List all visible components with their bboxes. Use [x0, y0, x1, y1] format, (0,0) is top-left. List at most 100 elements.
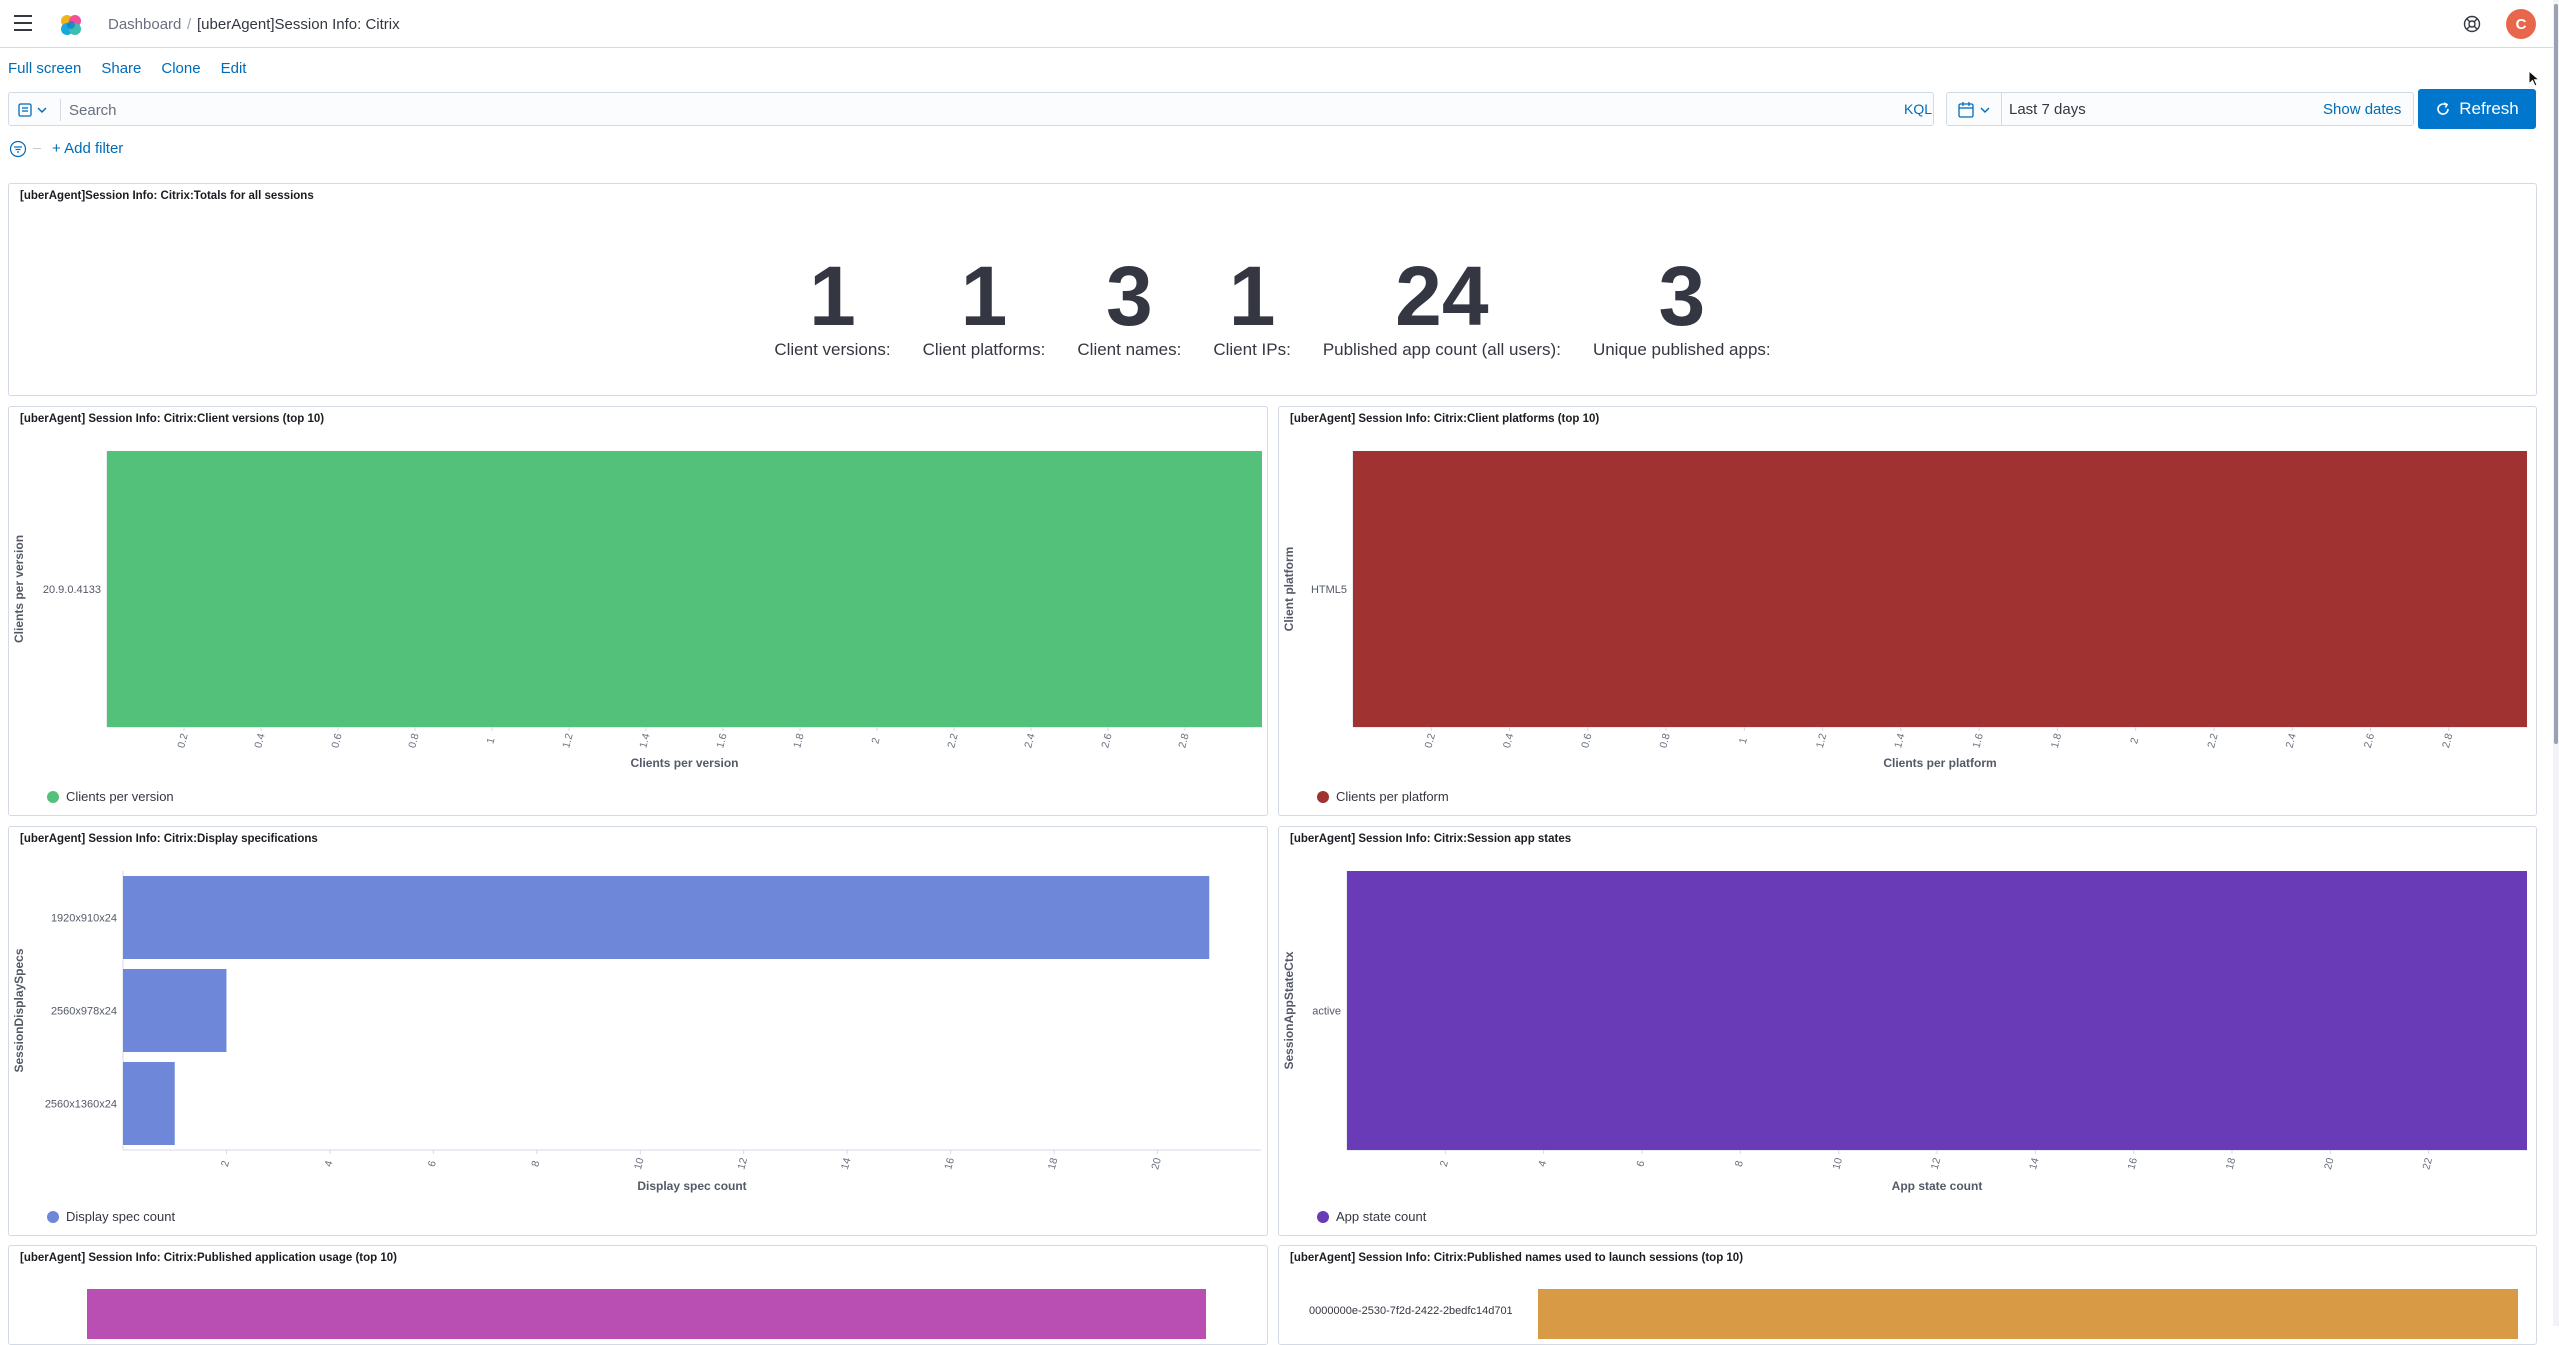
panel-app-states: [uberAgent] Session Info: Citrix:Session…: [1278, 826, 2537, 1236]
legend-color-dot: [1317, 1210, 1329, 1223]
top-header: Dashboard / [uberAgent]Session Info: Cit…: [0, 0, 2559, 48]
tick-label: 2.2: [945, 732, 960, 749]
y-axis-title: Client platform: [1282, 547, 1296, 632]
page-scrollbar-thumb[interactable]: [2554, 4, 2558, 744]
x-axis-title: Display spec count: [637, 1179, 746, 1193]
legend-color-dot: [1317, 790, 1329, 803]
show-dates-link[interactable]: Show dates: [2323, 101, 2402, 118]
tick-label: 10: [632, 1156, 647, 1171]
date-range-value[interactable]: Last 7 days: [2009, 101, 2086, 118]
bar: [123, 876, 1210, 959]
tick-label: 2.4: [1022, 732, 1037, 749]
full-screen-link[interactable]: Full screen: [8, 60, 82, 77]
kql-language-toggle[interactable]: KQL: [1904, 101, 1933, 117]
panel-published-apps: [uberAgent] Session Info: Citrix:Publish…: [8, 1245, 1268, 1345]
metric-unique-published-apps: 3 Unique published apps:: [1593, 254, 1771, 360]
legend-label: Display spec count: [66, 1209, 176, 1224]
tick-label: 2: [869, 736, 882, 745]
calendar-icon[interactable]: [1957, 101, 1995, 119]
legend-item[interactable]: App state count: [1317, 1209, 1426, 1224]
breadcrumb-dashboard[interactable]: Dashboard: [108, 16, 182, 33]
panel-title: [uberAgent] Session Info: Citrix:Client …: [1290, 413, 1600, 425]
tick-label: 4: [322, 1159, 335, 1168]
panel-totals: [uberAgent]Session Info: Citrix:Totals f…: [8, 183, 2537, 396]
panel-title: [uberAgent] Session Info: Citrix:Publish…: [1290, 1252, 1744, 1264]
metric-label: Client versions:: [774, 340, 891, 359]
published-name-bar: [1538, 1289, 2518, 1339]
filter-divider: [33, 148, 41, 149]
y-axis-title: SessionAppStateCtx: [1282, 951, 1296, 1069]
bar: [107, 451, 1262, 727]
tick-label: 2.6: [1099, 732, 1114, 749]
tick-label: 14: [2027, 1156, 2042, 1171]
search-input[interactable]: [67, 96, 1891, 124]
tick-label: 2: [2128, 736, 2141, 745]
panel-title: [uberAgent] Session Info: Citrix:Session…: [1290, 833, 1572, 845]
metric-value: 1: [809, 249, 856, 343]
tick-label: 1: [484, 736, 497, 745]
tick-label: 1.4: [637, 732, 652, 749]
tick-label: 2: [1438, 1159, 1451, 1168]
tick-label: 0.4: [252, 732, 267, 749]
category-label: 1920x910x24: [51, 913, 117, 925]
help-icon[interactable]: [2463, 15, 2481, 33]
display-specs-chart: 1920x910x24 2560x978x24 2560x1360x24 2 4 6 8 10…: [12, 871, 1261, 1193]
legend-item[interactable]: Clients per version: [47, 789, 174, 804]
edit-link[interactable]: Edit: [220, 60, 247, 77]
category-label: active: [1312, 1006, 1341, 1018]
tick-label: 1.6: [1970, 732, 1985, 749]
tick-label: 0.2: [1423, 732, 1438, 749]
saved-query-icon[interactable]: [17, 102, 53, 118]
tick-label: 16: [2125, 1156, 2140, 1171]
user-avatar[interactable]: C: [2506, 9, 2536, 39]
panel-title: [uberAgent] Session Info: Citrix:Client …: [20, 413, 325, 425]
tick-label: 2.2: [2205, 732, 2220, 749]
category-label: HTML5: [1311, 584, 1347, 596]
tick-label: 18: [1046, 1156, 1061, 1171]
clone-link[interactable]: Clone: [161, 60, 201, 77]
bar: [1347, 871, 2527, 1150]
tick-label: 8: [1733, 1159, 1746, 1168]
x-axis-title: App state count: [1892, 1179, 1983, 1193]
tick-label: 22: [2420, 1156, 2435, 1171]
refresh-button[interactable]: Refresh: [2418, 89, 2536, 129]
metric-value: 1: [1228, 249, 1276, 343]
panel-client-platforms: [uberAgent] Session Info: Citrix:Client …: [1278, 406, 2537, 816]
y-axis-title: Clients per version: [12, 535, 26, 643]
legend-item[interactable]: Clients per platform: [1317, 789, 1449, 804]
metric-label: Client IPs:: [1213, 340, 1291, 359]
tick-label: 20: [1149, 1156, 1164, 1171]
x-axis-title: Clients per version: [630, 756, 738, 770]
date-picker: Last 7 days Show dates: [1946, 92, 2414, 126]
share-link[interactable]: Share: [101, 60, 142, 77]
legend-label: Clients per platform: [1336, 789, 1449, 804]
metric-label: Unique published apps:: [1592, 340, 1771, 359]
tick-label: 12: [1929, 1156, 1944, 1171]
tick-label: 1.8: [2049, 732, 2064, 749]
tick-label: 0.6: [329, 732, 344, 749]
panel-client-versions: [uberAgent] Session Info: Citrix:Client …: [8, 406, 1268, 816]
tick-label: 1: [1737, 736, 1750, 745]
tick-label: 6: [1634, 1159, 1647, 1168]
legend-color-dot: [47, 1210, 59, 1223]
tick-label: 1.8: [791, 732, 806, 749]
tick-label: 8: [529, 1159, 542, 1168]
filter-options-icon[interactable]: [9, 140, 27, 158]
breadcrumb-separator: /: [187, 16, 192, 33]
kibana-logo-icon[interactable]: [58, 12, 84, 38]
tick-label: 2.6: [2362, 732, 2377, 749]
metric-published-app-count: 24 Published app count (all users):: [1323, 254, 1561, 360]
metric-label: Client platforms:: [922, 340, 1046, 359]
y-axis-title: SessionDisplaySpecs: [12, 948, 26, 1072]
tick-label: 18: [2224, 1156, 2239, 1171]
tick-label: 1.4: [1892, 732, 1907, 749]
tick-label: 1.2: [560, 732, 575, 749]
legend-label: Clients per version: [66, 789, 174, 804]
panel-title: [uberAgent] Session Info: Citrix:Publish…: [20, 1252, 397, 1264]
legend-item[interactable]: Display spec count: [47, 1209, 175, 1224]
tick-label: 0.8: [406, 732, 421, 749]
add-filter-button[interactable]: + Add filter: [52, 140, 124, 157]
menu-toggle-icon[interactable]: [14, 15, 32, 31]
legend-color-dot: [47, 790, 59, 803]
x-axis-title: Clients per platform: [1883, 756, 1996, 770]
